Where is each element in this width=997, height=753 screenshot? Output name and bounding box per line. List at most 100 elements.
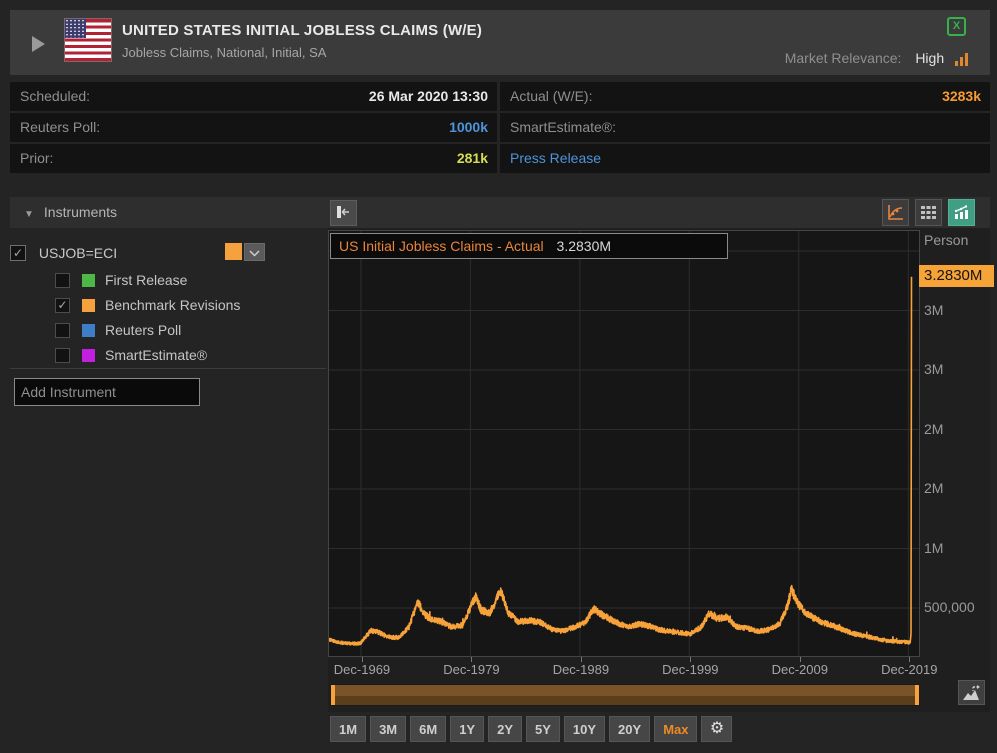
range-button-6m[interactable]: 6M [410, 716, 447, 742]
series-color-swatch [82, 323, 95, 337]
x-tick-label: Dec-1999 [662, 662, 719, 677]
series-color-swatch [82, 348, 95, 362]
info-row-label: Prior: [20, 150, 54, 166]
series-label: SmartEstimate® [105, 347, 208, 364]
extend-chart-button[interactable] [958, 680, 985, 705]
info-row-label: Actual (W/E): [510, 88, 593, 104]
legend-series-label: US Initial Jobless Claims - Actual [339, 238, 544, 254]
range-button-5y[interactable]: 5Y [526, 716, 560, 742]
series-checkbox[interactable]: ✓ [55, 297, 70, 313]
panel-separator [10, 368, 326, 369]
flag-canton [65, 19, 86, 38]
info-row: SmartEstimate®: [500, 113, 990, 142]
collapse-left-icon [337, 205, 349, 218]
y-tick-label: 2M [924, 420, 944, 437]
x-tick-label: Dec-1989 [552, 662, 610, 677]
x-tick-label: Dec-2019 [881, 662, 938, 677]
instrument-checkbox[interactable]: ✓ [10, 245, 26, 262]
market-relevance-value: High [915, 50, 945, 66]
expand-toggle-button[interactable] [26, 32, 50, 56]
x-tick-mark [799, 657, 801, 662]
range-buttons: 1M 3M 6M 1Y 2Y 5Y 10Y 20Y Max [330, 716, 698, 742]
market-relevance: Market Relevance: High [785, 50, 968, 66]
x-tick-mark [690, 657, 692, 662]
series-color-swatch [82, 298, 95, 312]
header-bar: UNITED STATES INITIAL JOBLESS CLAIMS (W/… [10, 10, 990, 75]
excel-export-icon[interactable]: X [947, 17, 966, 36]
y-tick-label: 1M [924, 539, 944, 556]
add-instrument-input[interactable] [14, 378, 200, 406]
range-button-max[interactable]: Max [654, 716, 698, 742]
instruments-section-header[interactable]: ▼ Instruments [10, 197, 990, 228]
chart-type-switcher [882, 199, 975, 226]
play-triangle-icon [32, 36, 45, 52]
page-title: UNITED STATES INITIAL JOBLESS CLAIMS (W/… [122, 22, 483, 39]
series-checkbox[interactable] [55, 272, 70, 288]
range-button-10y[interactable]: 10Y [563, 716, 606, 742]
chart-settings-gear-icon[interactable]: ⚙ [701, 716, 733, 742]
instrument-dropdown-button[interactable] [244, 243, 265, 261]
page-subtitle: Jobless Claims, National, Initial, SA [122, 45, 327, 60]
range-button-1m[interactable]: 1M [330, 716, 367, 742]
range-button-2y[interactable]: 2Y [488, 716, 522, 742]
instruments-panel: ✓ USJOB=ECI First Release ✓ Benchmark Revi… [10, 228, 328, 428]
info-row-value: 3283k [942, 88, 981, 104]
y-tick-label: 2M [924, 480, 944, 496]
series-toggle-row: ✓ Benchmark Revisions [55, 294, 240, 314]
x-tick-label: Dec-1969 [333, 662, 391, 677]
y-axis-unit-label: Person [924, 232, 969, 248]
series-color-swatch [82, 273, 95, 287]
series-checkbox[interactable] [55, 347, 70, 363]
y-tick-label: 500,000 [924, 599, 975, 615]
press-release-link[interactable]: Press Release [510, 150, 602, 166]
info-row-label: Scheduled: [20, 88, 91, 104]
legend-series-value: 3.2830M [556, 238, 612, 254]
x-tick-mark [909, 657, 911, 662]
instrument-row: ✓ USJOB=ECI [10, 241, 328, 263]
chart-legend-tooltip: US Initial Jobless Claims - Actual 3.283… [330, 233, 728, 259]
chevron-down-icon [249, 249, 260, 257]
slider-handle-left[interactable] [331, 685, 335, 705]
header-titles: UNITED STATES INITIAL JOBLESS CLAIMS (W/… [122, 22, 482, 60]
time-range-slider[interactable] [330, 684, 920, 706]
chart-plot-area[interactable] [328, 230, 920, 657]
jobless-claims-line-chart [329, 231, 919, 656]
market-relevance-label: Market Relevance: [784, 50, 902, 66]
x-tick-label: Dec-2009 [771, 662, 828, 677]
info-row: Reuters Poll: 1000k [10, 113, 497, 142]
chart-region: US Initial Jobless Claims - Actual 3.283… [328, 228, 994, 712]
info-row-value: 26 Mar 2020 13:30 [368, 88, 488, 104]
section-collapse-caret-icon: ▼ [24, 209, 34, 220]
instrument-ric: USJOB=ECI [38, 245, 118, 262]
range-button-20y[interactable]: 20Y [609, 716, 651, 742]
series-label: First Release [105, 272, 188, 289]
signal-bars-icon [953, 50, 968, 66]
series-toggle-row: SmartEstimate® [55, 344, 207, 364]
info-row-label: SmartEstimate®: [510, 119, 617, 135]
collapse-panel-button[interactable] [330, 200, 357, 226]
x-tick-mark [361, 657, 363, 662]
info-row: Actual (W/E): 3283k [500, 82, 990, 111]
y-tick-label: 3M [924, 361, 944, 377]
instrument-color-swatch [225, 243, 242, 260]
info-row-value: 281k [456, 150, 488, 166]
series-checkbox[interactable] [55, 322, 70, 338]
bar-chart-icon-selected[interactable] [948, 199, 975, 226]
series-toggle-row: Reuters Poll [55, 319, 181, 339]
range-toolbar: 1M 3M 6M 1Y 2Y 5Y 10Y 20Y Max ⚙ [330, 716, 733, 742]
latest-value-badge: 3.2830M [919, 265, 994, 287]
slider-handle-right[interactable] [915, 685, 919, 705]
y-tick-label: 3M [924, 301, 944, 318]
info-row-label: Reuters Poll: [20, 119, 101, 135]
range-button-3m[interactable]: 3M [370, 716, 407, 742]
data-grid-icon[interactable] [915, 199, 942, 226]
us-flag-icon [64, 18, 112, 62]
info-row: Scheduled: 26 Mar 2020 13:30 [10, 82, 497, 111]
range-button-1y[interactable]: 1Y [450, 716, 485, 742]
info-row: Prior: 281k [10, 144, 497, 173]
series-label: Reuters Poll [105, 322, 182, 339]
scatter-chart-icon[interactable] [882, 199, 909, 226]
x-tick-mark [471, 657, 473, 662]
instruments-section-label: Instruments [43, 204, 118, 220]
